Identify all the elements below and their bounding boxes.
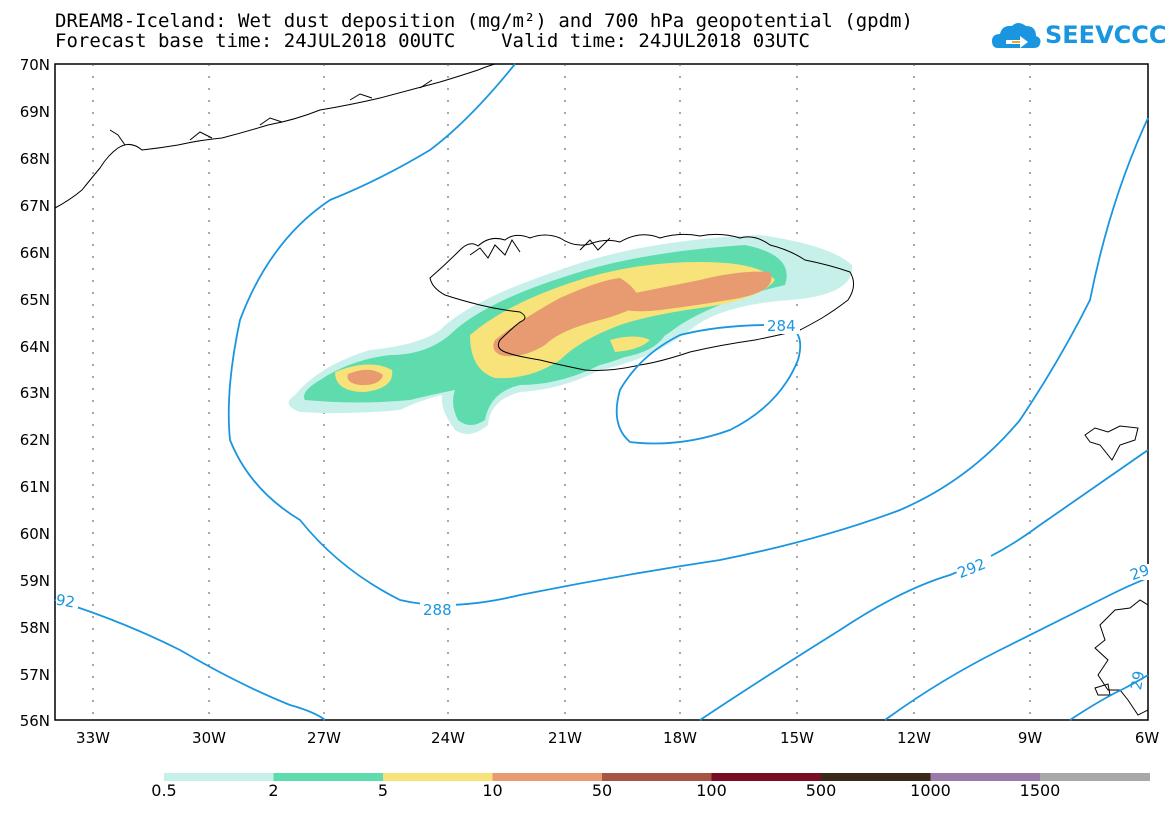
legend-swatch xyxy=(711,773,822,781)
lon-label: 21W xyxy=(548,729,582,747)
contour-label-292-west: 92 xyxy=(54,591,76,612)
legend-label: 2 xyxy=(268,781,279,800)
legend-label: 500 xyxy=(805,781,837,800)
legend-label: 100 xyxy=(696,781,727,800)
lat-label: 61N xyxy=(20,478,50,496)
lat-label: 62N xyxy=(20,431,50,449)
logo-text: SEEVCCC xyxy=(1045,21,1167,49)
legend-label: 1500 xyxy=(1019,781,1061,800)
legend-label: 0.5 xyxy=(151,781,177,800)
lat-label: 65N xyxy=(20,291,50,309)
lon-label: 30W xyxy=(192,729,226,747)
coastlines xyxy=(54,63,1149,716)
lat-label: 60N xyxy=(20,525,50,543)
lat-label: 68N xyxy=(20,150,50,168)
legend-label: 1000 xyxy=(910,781,951,800)
legend-label: 50 xyxy=(591,781,613,800)
lat-label: 66N xyxy=(20,244,50,262)
lat-label: 63N xyxy=(20,384,50,402)
legend-swatch xyxy=(602,773,712,781)
contour-label-296: 29 xyxy=(1128,561,1152,584)
lon-label: 33W xyxy=(76,729,110,747)
lon-label: 6W xyxy=(1135,729,1160,747)
chart-subtitle: Forecast base time: 24JUL2018 00UTC Vali… xyxy=(55,30,810,52)
legend-swatch xyxy=(1040,773,1150,781)
contour-label-284: 284 xyxy=(767,317,796,335)
graticule xyxy=(92,64,1031,720)
lon-label: 15W xyxy=(780,729,814,747)
lon-label: 12W xyxy=(897,729,931,747)
legend-swatch xyxy=(930,773,1041,781)
legend-label: 10 xyxy=(482,781,503,800)
legend-colorbar xyxy=(164,773,1150,781)
lat-label: 56N xyxy=(20,712,50,730)
lat-label: 57N xyxy=(20,666,50,684)
lon-label: 27W xyxy=(307,729,341,747)
lat-label: 64N xyxy=(20,338,50,356)
lat-label: 69N xyxy=(20,103,50,121)
cloud-arrow-icon xyxy=(992,23,1041,48)
lat-label: 59N xyxy=(20,572,50,590)
legend-swatch xyxy=(164,773,274,781)
lon-label: 24W xyxy=(431,729,465,747)
contour-label-288: 288 xyxy=(423,601,452,619)
lat-label: 70N xyxy=(20,56,50,74)
lat-label: 67N xyxy=(20,197,50,215)
lon-label: 18W xyxy=(663,729,697,747)
legend-swatch xyxy=(383,773,493,781)
chart-title: DREAM8-Iceland: Wet dust deposition (mg/… xyxy=(55,10,913,32)
legend-swatch xyxy=(273,773,384,781)
contour-label-300: 29 xyxy=(1127,669,1148,691)
legend-label: 5 xyxy=(377,781,389,800)
map-frame xyxy=(54,63,1149,721)
lat-label: 58N xyxy=(20,619,50,637)
legend-swatch xyxy=(492,773,603,781)
legend-swatch xyxy=(821,773,931,781)
lon-label: 9W xyxy=(1018,729,1043,747)
dust-deposition-field xyxy=(288,235,853,434)
